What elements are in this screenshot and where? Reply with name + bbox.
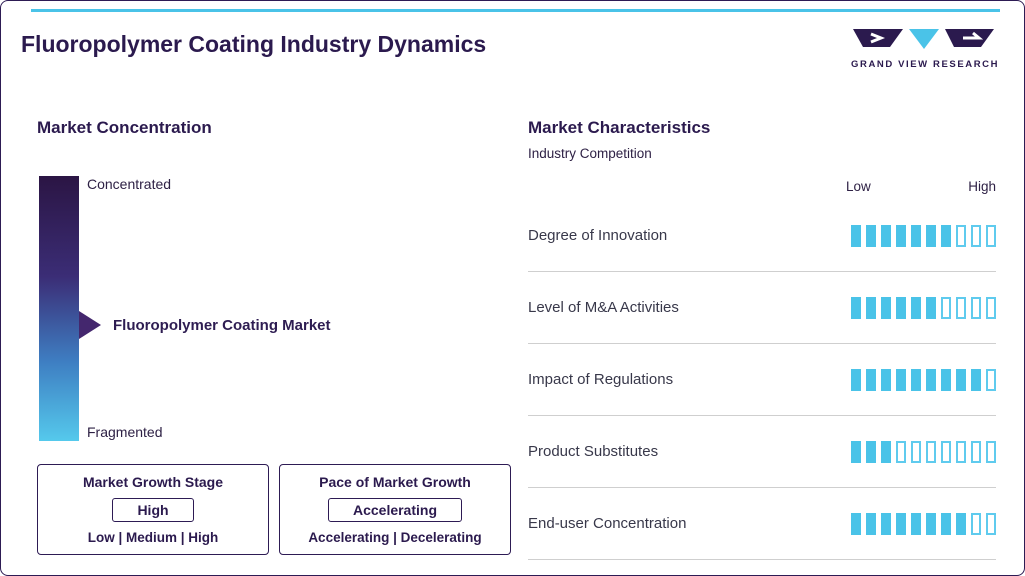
rating-tick-filled	[851, 440, 861, 463]
market-pointer: Fluoropolymer Coating Market	[79, 311, 331, 339]
rating-scale-labels: Low High	[846, 179, 996, 194]
rating-tick-filled	[941, 368, 951, 391]
rating-tick-filled	[851, 512, 861, 535]
rating-tick-filled	[866, 368, 876, 391]
rating-tick-filled	[896, 512, 906, 535]
rating-ticks	[851, 368, 996, 391]
rating-tick-filled	[896, 296, 906, 319]
rating-tick-empty	[986, 368, 996, 391]
rating-tick-filled	[851, 224, 861, 247]
rating-tick-filled	[941, 224, 951, 247]
rating-tick-filled	[866, 512, 876, 535]
page-title: Fluoropolymer Coating Industry Dynamics	[21, 31, 487, 57]
rating-tick-filled	[926, 512, 936, 535]
characteristic-label: Impact of Regulations	[528, 371, 674, 388]
rating-tick-filled	[851, 296, 861, 319]
characteristic-row: Level of M&A Activities	[528, 272, 996, 344]
rating-tick-filled	[881, 296, 891, 319]
rating-tick-filled	[866, 440, 876, 463]
rating-tick-empty	[941, 296, 951, 319]
rating-tick-filled	[941, 512, 951, 535]
pace-value: Accelerating	[327, 498, 463, 522]
rating-tick-filled	[881, 512, 891, 535]
growth-stage-options: Low | Medium | High	[87, 530, 219, 545]
rating-ticks	[851, 440, 996, 463]
rating-tick-filled	[911, 512, 921, 535]
characteristic-label: Degree of Innovation	[528, 227, 668, 244]
scale-high-label: High	[968, 179, 996, 194]
rating-tick-filled	[881, 440, 891, 463]
rating-tick-filled	[896, 368, 906, 391]
concentrated-label: Concentrated	[87, 176, 172, 192]
fragmented-label: Fragmented	[87, 424, 163, 440]
rating-tick-filled	[881, 368, 891, 391]
rating-tick-filled	[851, 368, 861, 391]
scale-low-label: Low	[846, 179, 871, 194]
pace-options: Accelerating | Decelerating	[308, 530, 482, 545]
characteristic-row: Product Substitutes	[528, 416, 996, 488]
characteristic-row: End-user Concentration	[528, 488, 996, 560]
pace-title: Pace of Market Growth	[319, 474, 471, 490]
rating-tick-empty	[986, 512, 996, 535]
characteristic-row: Degree of Innovation	[528, 200, 996, 272]
characteristics-rows: Degree of Innovation Level of M&A Activit…	[528, 200, 996, 560]
rating-tick-empty	[926, 440, 936, 463]
rating-tick-empty	[986, 224, 996, 247]
growth-stage-box: Market Growth Stage High Low | Medium | …	[37, 464, 269, 555]
rating-tick-empty	[971, 440, 981, 463]
characteristic-label: Product Substitutes	[528, 443, 659, 460]
rating-tick-filled	[866, 224, 876, 247]
industry-competition-subheading: Industry Competition	[528, 146, 652, 161]
rating-ticks	[851, 224, 996, 247]
market-characteristics-section: Market Characteristics Industry Competit…	[528, 118, 996, 560]
rating-tick-empty	[971, 512, 981, 535]
rating-tick-empty	[971, 224, 981, 247]
brand-name: GRAND VIEW RESEARCH	[851, 59, 1000, 70]
rating-tick-filled	[866, 296, 876, 319]
rating-tick-filled	[956, 368, 966, 391]
characteristic-label: Level of M&A Activities	[528, 299, 679, 316]
rating-tick-filled	[926, 224, 936, 247]
growth-stage-value: High	[112, 498, 194, 522]
rating-ticks	[851, 296, 996, 319]
rating-tick-empty	[956, 224, 966, 247]
rating-tick-filled	[956, 512, 966, 535]
pace-of-growth-box: Pace of Market Growth Accelerating Accel…	[279, 464, 511, 555]
characteristic-row: Impact of Regulations	[528, 344, 996, 416]
market-characteristics-heading: Market Characteristics	[528, 118, 711, 137]
characteristic-label: End-user Concentration	[528, 515, 687, 532]
rating-tick-filled	[911, 224, 921, 247]
rating-tick-empty	[911, 440, 921, 463]
rating-tick-empty	[986, 296, 996, 319]
rating-tick-empty	[956, 296, 966, 319]
brand-logo: GRAND VIEW RESEARCH	[851, 27, 1000, 70]
rating-tick-filled	[896, 224, 906, 247]
rating-tick-empty	[941, 440, 951, 463]
rating-tick-filled	[926, 368, 936, 391]
rating-tick-empty	[896, 440, 906, 463]
growth-stage-title: Market Growth Stage	[82, 474, 224, 490]
rating-tick-empty	[971, 296, 981, 319]
rating-tick-filled	[971, 368, 981, 391]
rating-tick-empty	[956, 440, 966, 463]
pointer-label: Fluoropolymer Coating Market	[113, 316, 331, 334]
gvr-logo-icon	[853, 29, 994, 49]
top-accent-line	[31, 9, 1000, 12]
concentration-gradient-bar	[39, 176, 79, 441]
rating-tick-filled	[881, 224, 891, 247]
rating-tick-filled	[926, 296, 936, 319]
market-concentration-heading: Market Concentration	[37, 118, 212, 137]
rating-tick-filled	[911, 368, 921, 391]
pointer-arrow-icon	[79, 311, 101, 339]
rating-tick-empty	[986, 440, 996, 463]
rating-ticks	[851, 512, 996, 535]
rating-tick-filled	[911, 296, 921, 319]
